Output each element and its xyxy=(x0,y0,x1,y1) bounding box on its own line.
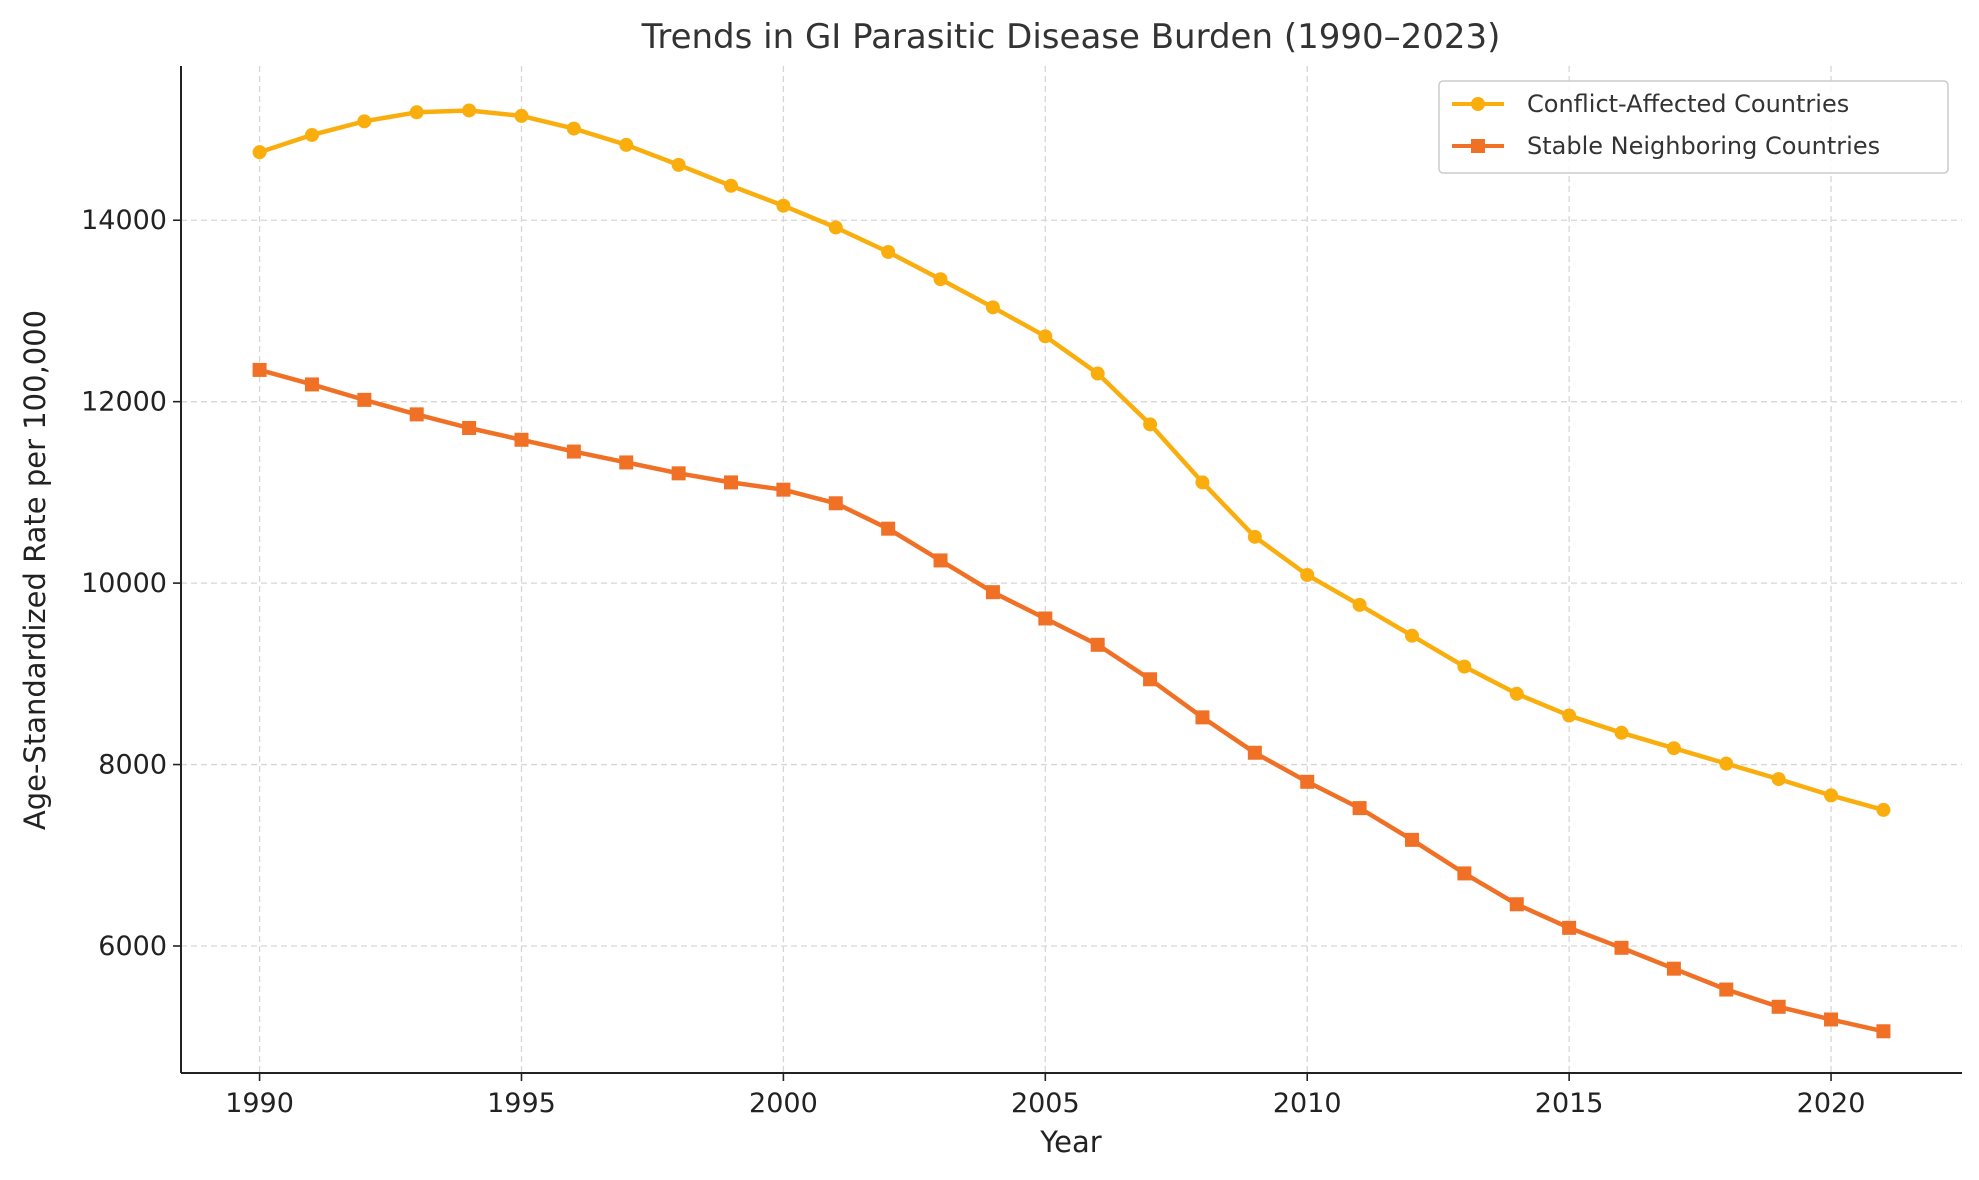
data-point-0-2005 xyxy=(1038,329,1053,344)
axes xyxy=(173,66,1962,1081)
data-point-1-2008 xyxy=(1195,710,1210,725)
data-point-0-2008 xyxy=(1195,475,1210,490)
data-point-0-2019 xyxy=(1771,772,1786,787)
data-point-0-2014 xyxy=(1509,686,1524,701)
x-axis-label: Year xyxy=(1039,1125,1101,1159)
data-point-0-2001 xyxy=(828,220,843,235)
data-point-1-2003 xyxy=(933,553,948,568)
series-0 xyxy=(252,103,1891,817)
data-point-0-1996 xyxy=(566,121,581,136)
data-point-0-1992 xyxy=(357,114,372,129)
data-point-0-2009 xyxy=(1247,529,1262,544)
data-point-1-2013 xyxy=(1457,866,1472,881)
data-point-1-2015 xyxy=(1562,920,1577,935)
data-point-1-2018 xyxy=(1719,982,1734,997)
data-point-0-1994 xyxy=(462,103,477,118)
x-tick-label-2000: 2000 xyxy=(749,1088,818,1119)
legend-label-stable-neighboring: Stable Neighboring Countries xyxy=(1527,132,1880,160)
legend-box xyxy=(1438,80,1949,174)
data-point-1-2001 xyxy=(828,496,843,511)
y-tick-label-12000: 12000 xyxy=(81,387,167,418)
data-point-1-2012 xyxy=(1404,832,1419,847)
data-point-0-2003 xyxy=(933,272,948,287)
data-point-1-1996 xyxy=(566,444,581,459)
data-point-1-2007 xyxy=(1143,672,1158,687)
data-point-0-1991 xyxy=(304,127,319,142)
data-point-1-2019 xyxy=(1771,999,1786,1014)
data-point-0-2021 xyxy=(1876,802,1891,817)
legend: Conflict-Affected Countries Stable Neigh… xyxy=(1438,80,1949,174)
data-point-1-2000 xyxy=(776,482,791,497)
data-point-0-1999 xyxy=(724,178,739,193)
data-point-0-1995 xyxy=(514,108,529,123)
y-axis-label: Age-Standardized Rate per 100,000 xyxy=(18,310,52,830)
x-tick-label-1995: 1995 xyxy=(487,1088,556,1119)
data-point-1-1998 xyxy=(671,466,686,481)
data-point-1-1991 xyxy=(304,377,319,392)
data-point-1-2011 xyxy=(1352,801,1367,816)
data-point-0-2011 xyxy=(1352,597,1367,612)
legend-label-conflict-affected: Conflict-Affected Countries xyxy=(1527,90,1849,118)
data-point-0-1990 xyxy=(252,145,267,160)
data-point-0-2012 xyxy=(1404,628,1419,643)
data-point-1-1994 xyxy=(462,420,477,435)
data-point-0-2007 xyxy=(1143,417,1158,432)
data-point-1-1999 xyxy=(724,475,739,490)
data-point-0-2006 xyxy=(1090,366,1105,381)
data-point-1-1990 xyxy=(252,362,267,377)
y-tick-label-10000: 10000 xyxy=(81,568,167,599)
legend-marker-stable-neighboring xyxy=(1471,139,1485,153)
data-point-1-2009 xyxy=(1247,745,1262,760)
legend-entry-conflict-affected: Conflict-Affected Countries xyxy=(1452,90,1849,118)
data-point-0-2018 xyxy=(1719,756,1734,771)
x-tick-label-2005: 2005 xyxy=(1011,1088,1080,1119)
data-point-0-2016 xyxy=(1614,725,1629,740)
data-point-1-2017 xyxy=(1666,961,1681,976)
data-point-1-2021 xyxy=(1876,1024,1891,1039)
data-point-0-2013 xyxy=(1457,659,1472,674)
data-point-0-2020 xyxy=(1824,788,1839,803)
series-1 xyxy=(252,362,1891,1039)
data-point-0-1997 xyxy=(619,137,634,152)
data-point-1-2002 xyxy=(881,521,896,536)
data-point-1-2010 xyxy=(1300,774,1315,789)
data-point-0-2002 xyxy=(881,244,896,259)
series-line-0 xyxy=(258,108,1885,813)
x-tick-label-1990: 1990 xyxy=(225,1088,294,1119)
x-tick-label-2010: 2010 xyxy=(1273,1088,1342,1119)
data-point-1-2014 xyxy=(1509,897,1524,912)
data-point-1-1993 xyxy=(409,407,424,422)
data-point-0-1998 xyxy=(671,157,686,172)
data-point-1-2016 xyxy=(1614,940,1629,955)
data-point-1-1997 xyxy=(619,455,634,470)
legend-entry-stable-neighboring: Stable Neighboring Countries xyxy=(1452,132,1880,160)
data-point-1-2020 xyxy=(1824,1012,1839,1027)
y-tick-label-14000: 14000 xyxy=(81,205,167,236)
series-layer xyxy=(252,103,1891,1039)
y-tick-label-8000: 8000 xyxy=(98,750,167,781)
tick-labels: 1990 1995 2000 2005 2010 2015 2020 6000 8000 1000… xyxy=(81,205,1865,1119)
data-point-1-1995 xyxy=(514,432,529,447)
data-point-0-2017 xyxy=(1666,741,1681,756)
data-point-0-2010 xyxy=(1300,567,1315,582)
series-line-1 xyxy=(258,367,1884,1034)
data-point-0-2015 xyxy=(1562,708,1577,723)
legend-marker-conflict-affected xyxy=(1471,97,1485,111)
data-point-1-2005 xyxy=(1038,611,1053,626)
data-point-0-2004 xyxy=(985,300,1000,315)
x-tick-label-2015: 2015 xyxy=(1535,1088,1604,1119)
data-point-1-2006 xyxy=(1090,637,1105,652)
x-tick-label-2020: 2020 xyxy=(1797,1088,1866,1119)
data-point-0-1993 xyxy=(409,105,424,120)
data-point-0-2000 xyxy=(776,198,791,213)
data-point-1-1992 xyxy=(357,392,372,407)
y-tick-label-6000: 6000 xyxy=(98,931,167,962)
data-point-1-2004 xyxy=(985,585,1000,600)
chart-title: Trends in GI Parasitic Disease Burden (1… xyxy=(641,17,1501,57)
